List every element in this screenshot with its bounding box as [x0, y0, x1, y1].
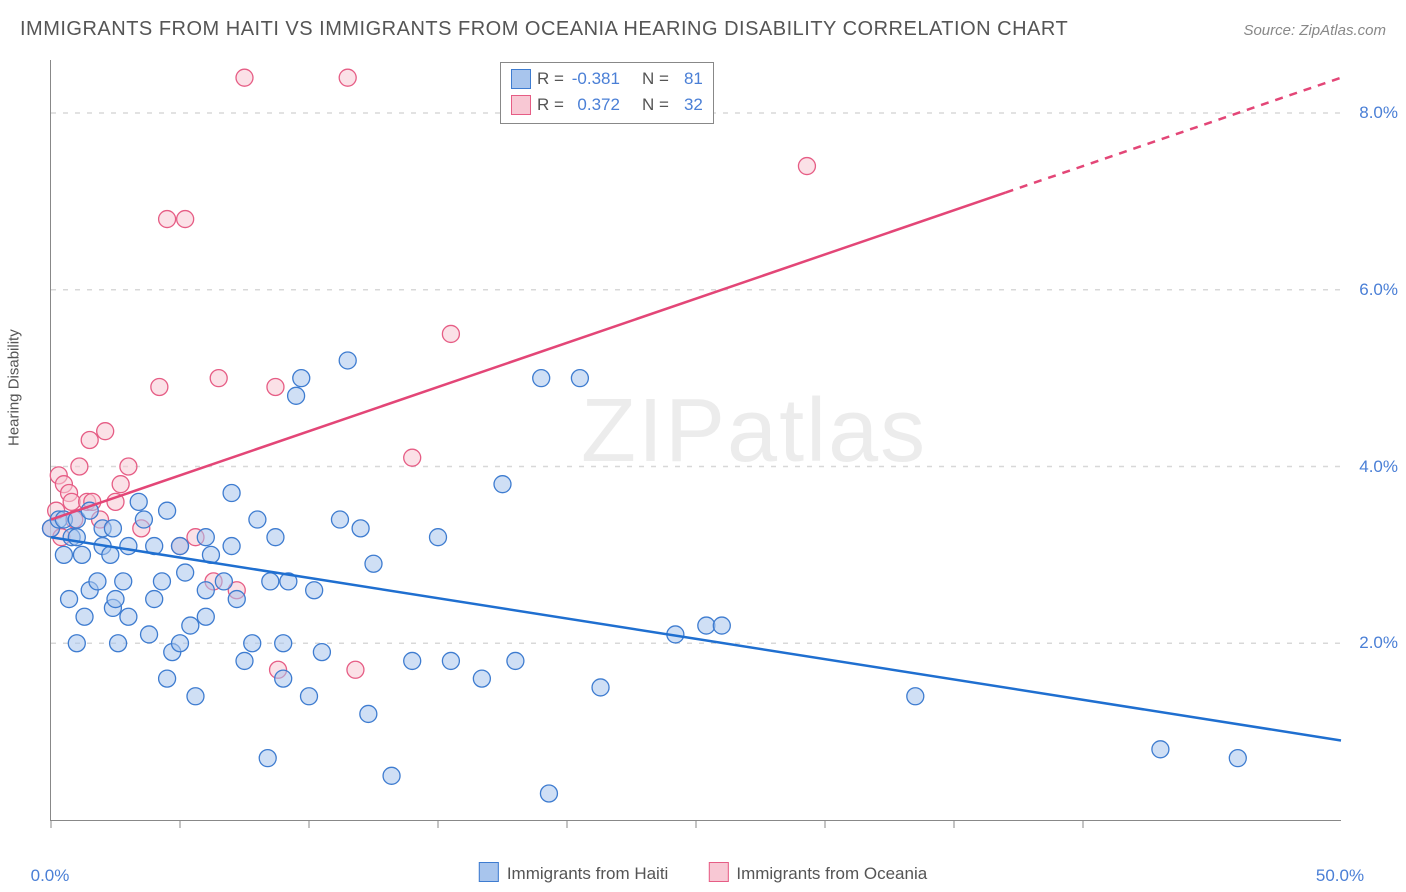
legend-swatch-haiti	[479, 862, 499, 882]
plot-area: ZIPatlas	[50, 60, 1341, 821]
legend-row-oceania: R = 0.372 N = 32	[511, 92, 703, 118]
legend-swatch-haiti	[511, 69, 531, 89]
correlation-legend: R = -0.381 N = 81 R = 0.372 N = 32	[500, 62, 714, 124]
legend-swatch-oceania	[511, 95, 531, 115]
n-value-oceania: 32	[675, 95, 703, 115]
legend-row-haiti: R = -0.381 N = 81	[511, 66, 703, 92]
y-tick-label: 2.0%	[1359, 633, 1398, 653]
r-value-haiti: -0.381	[570, 69, 620, 89]
n-value-haiti: 81	[675, 69, 703, 89]
n-label: N =	[642, 69, 669, 89]
legend-item-oceania: Immigrants from Oceania	[708, 862, 927, 884]
y-tick-label: 4.0%	[1359, 457, 1398, 477]
legend-item-haiti: Immigrants from Haiti	[479, 862, 669, 884]
source-label: Source: ZipAtlas.com	[1243, 22, 1386, 39]
x-tick-label-right: 50.0%	[1316, 866, 1364, 886]
y-axis-label: Hearing Disability	[6, 329, 23, 446]
r-label: R =	[537, 95, 564, 115]
y-tick-label: 6.0%	[1359, 280, 1398, 300]
r-label: R =	[537, 69, 564, 89]
legend-label-oceania: Immigrants from Oceania	[736, 864, 927, 883]
x-series-legend: Immigrants from Haiti Immigrants from Oc…	[479, 862, 927, 884]
plot-svg	[51, 60, 1341, 820]
legend-label-haiti: Immigrants from Haiti	[507, 864, 669, 883]
legend-swatch-oceania	[708, 862, 728, 882]
x-tick-label-left: 0.0%	[31, 866, 70, 886]
y-tick-label: 8.0%	[1359, 103, 1398, 123]
chart-title: IMMIGRANTS FROM HAITI VS IMMIGRANTS FROM…	[20, 18, 1068, 41]
r-value-oceania: 0.372	[570, 95, 620, 115]
n-label: N =	[642, 95, 669, 115]
